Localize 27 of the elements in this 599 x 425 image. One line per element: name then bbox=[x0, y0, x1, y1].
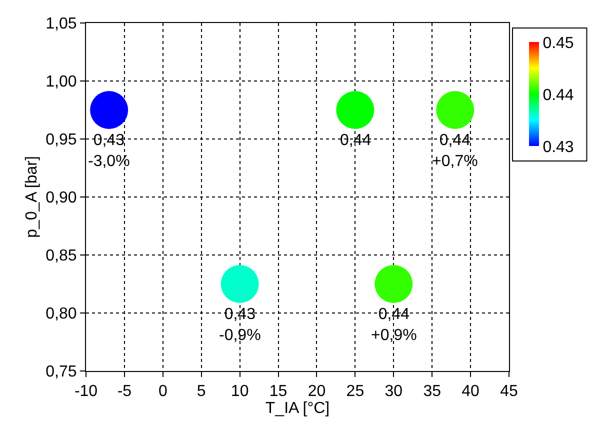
x-tick-label: 40 bbox=[462, 383, 480, 400]
x-tick-label: 30 bbox=[384, 383, 403, 400]
annotation: 0,44 +0,9% bbox=[371, 306, 417, 344]
x-tick-label: 20 bbox=[308, 383, 326, 400]
y-tick-label: 0,85 bbox=[46, 248, 77, 265]
y-tick-label: 0,90 bbox=[46, 190, 77, 207]
y-tick-label: 0,95 bbox=[46, 132, 77, 149]
x-tick-label: -5 bbox=[117, 383, 132, 400]
y-tick-label: 1,05 bbox=[46, 16, 77, 33]
y-tick-label: 1,00 bbox=[46, 74, 77, 91]
y-tick-label: 0,75 bbox=[46, 364, 77, 381]
color-bar-label: 0.45 bbox=[542, 34, 574, 52]
y-tick-label: 0,80 bbox=[46, 306, 77, 323]
color-bar-label: 0.43 bbox=[542, 138, 574, 156]
color-bar-label: 0.44 bbox=[542, 86, 574, 104]
annotation: 0,43 -3,0% bbox=[88, 132, 130, 170]
x-axis-title: T_IA [°C] bbox=[265, 400, 330, 418]
x-tick-label: 45 bbox=[500, 383, 518, 400]
y-axis-title: p_0_A [bar] bbox=[24, 156, 41, 238]
x-tick-label: 35 bbox=[423, 383, 442, 400]
x-tick-label: 5 bbox=[196, 383, 206, 400]
x-tick-label: 0 bbox=[158, 383, 168, 400]
annotation: 0,44 bbox=[340, 132, 372, 149]
x-tick-label: 10 bbox=[230, 383, 249, 400]
x-tick-label: 15 bbox=[269, 383, 288, 400]
x-tick-label: -10 bbox=[74, 383, 98, 400]
x-tick-label: 25 bbox=[346, 383, 364, 400]
